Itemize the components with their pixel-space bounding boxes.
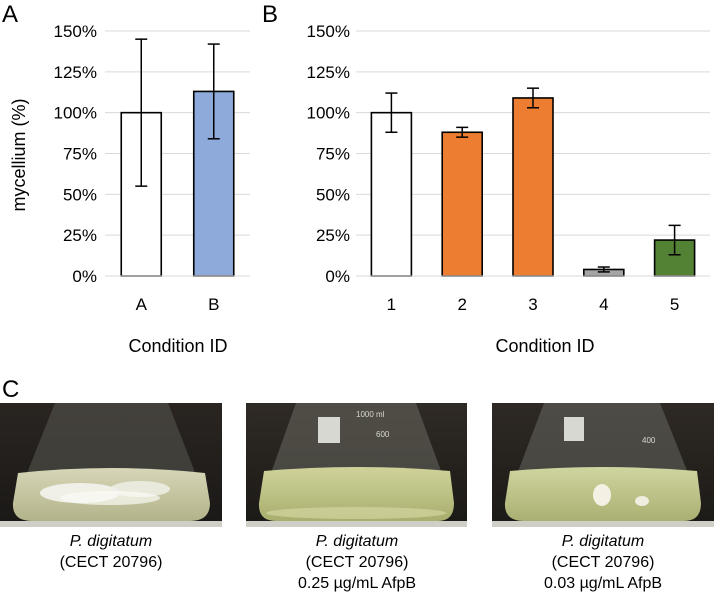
panel-c-letter: C	[2, 376, 20, 403]
flask-3-species: P. digitatum	[561, 533, 645, 550]
panel-b-letter: B	[262, 1, 279, 28]
flask-photo-2: 1000 ml 600	[246, 403, 467, 527]
flask-1-species: P. digitatum	[69, 533, 153, 550]
b-x-tick-label: 2	[457, 295, 466, 314]
b-x-tick-label: 3	[528, 295, 537, 314]
flask-2-caption: P. digitatum (CECT 20796) 0.25 µg/mL Afp…	[237, 531, 477, 594]
flask-1-image	[0, 403, 222, 527]
chart-b-error-bars	[385, 87, 681, 273]
b-x-tick-label: 4	[599, 295, 608, 314]
b-y-tick-label: 125%	[307, 63, 350, 82]
b-y-tick-label: 100%	[307, 104, 350, 123]
b-y-tick-label: 25%	[316, 226, 350, 245]
chart-a-x-axis-title: Condition ID	[128, 336, 227, 356]
a-y-tick-label: 50%	[63, 185, 97, 204]
chart-a-error-bars	[135, 38, 220, 187]
flask-photo-3: 400	[492, 403, 714, 527]
flask-2-mark-600: 600	[376, 430, 390, 439]
b-y-tick-label: 50%	[316, 185, 350, 204]
b-x-tick-label: 5	[670, 295, 679, 314]
flask-3-mark-400: 400	[642, 436, 656, 445]
flask-2-treatment: 0.25 µg/mL AfpB	[297, 575, 417, 592]
chart-b-x-ticks: 1 2 3 4 5	[387, 295, 680, 314]
chart-b-y-ticks: 0% 25% 50% 75% 100% 125% 150%	[307, 22, 350, 286]
b-bar-1	[370, 111, 413, 277]
panel-a-letter: A	[2, 1, 19, 28]
a-y-tick-label: 75%	[63, 145, 97, 164]
b-y-tick-label: 75%	[316, 145, 350, 164]
flask-2-image: 1000 ml 600	[246, 403, 467, 527]
chart-a-bars	[120, 90, 235, 277]
b-bar-3	[512, 97, 554, 277]
a-y-tick-label: 125%	[54, 63, 97, 82]
chart-b-x-axis-title: Condition ID	[495, 336, 594, 356]
flask-3-strain: (CECT 20796)	[551, 554, 655, 571]
chart-a-y-axis-title: mycellium (%)	[9, 98, 29, 211]
a-y-tick-label: 100%	[54, 104, 97, 123]
chart-b: 0% 25% 50% 75% 100% 125% 150% 1 2 3 4 5 Condition …	[307, 22, 710, 356]
a-x-tick-label: B	[208, 295, 219, 314]
a-y-tick-label: 25%	[63, 226, 97, 245]
b-bar-2	[441, 131, 483, 277]
chart-b-bars	[370, 97, 696, 277]
b-x-tick-label: 1	[387, 295, 396, 314]
flask-photo-1	[0, 403, 222, 527]
flask-2-species: P. digitatum	[315, 533, 399, 550]
flask-3-image: 400	[492, 403, 714, 527]
flask-1-strain: (CECT 20796)	[59, 554, 163, 571]
a-x-tick-label: A	[136, 295, 148, 314]
a-y-tick-label: 0%	[72, 267, 97, 286]
flask-3-treatment: 0.03 µg/mL AfpB	[543, 575, 663, 592]
chart-a-y-ticks: 0% 25% 50% 75% 100% 125% 150%	[54, 22, 97, 286]
flask-1-caption: P. digitatum (CECT 20796)	[0, 531, 231, 573]
b-y-tick-label: 0%	[325, 267, 350, 286]
flask-2-volume-mark: 1000 ml	[356, 410, 385, 419]
flask-3-caption: P. digitatum (CECT 20796) 0.03 µg/mL Afp…	[483, 531, 714, 594]
b-y-tick-label: 150%	[307, 22, 350, 41]
flask-2-strain: (CECT 20796)	[305, 554, 409, 571]
a-y-tick-label: 150%	[54, 22, 97, 41]
